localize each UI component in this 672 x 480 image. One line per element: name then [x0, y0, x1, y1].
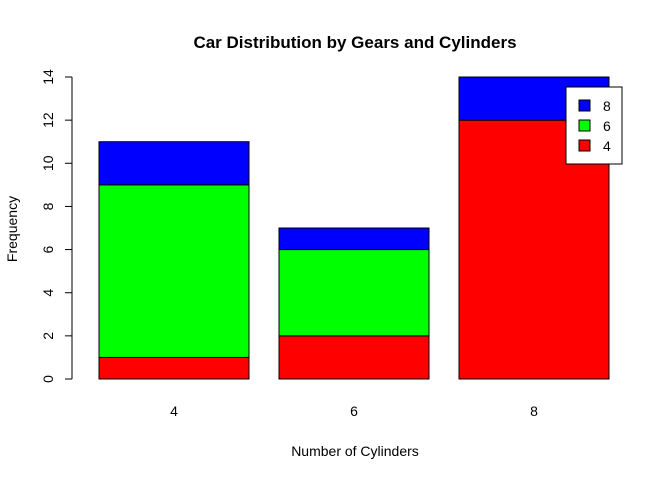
- bar-segment-cyl6-gear4: [278, 335, 430, 380]
- y-tick-label: 8: [40, 202, 56, 210]
- x-tick-label: 8: [530, 403, 538, 419]
- y-axis: 0 2 4 6 8 10 12 14: [40, 69, 73, 383]
- bars-layer: [98, 76, 610, 380]
- x-axis-ticks: 4 6 8: [170, 403, 538, 419]
- bar-segment-cyl6-gear8: [278, 227, 430, 251]
- bar-segment-cyl4-gear6: [98, 184, 250, 358]
- legend-swatch-gear8: [578, 99, 591, 112]
- legend-swatch-gear4: [578, 139, 591, 152]
- y-tick-label: 10: [40, 155, 56, 171]
- x-tick-label: 4: [170, 403, 178, 419]
- bar-segment-cyl4-gear4: [98, 356, 250, 380]
- legend-swatch-gear6: [578, 119, 591, 132]
- legend: 8 6 4: [565, 86, 623, 165]
- bar-segment-cyl6-gear6: [278, 249, 430, 337]
- x-tick-label: 6: [350, 403, 358, 419]
- bar-segment-cyl4-gear8: [98, 141, 250, 186]
- y-axis-label: Frequency: [4, 196, 20, 262]
- legend-box: [565, 86, 623, 165]
- y-tick-label: 14: [40, 69, 56, 85]
- chart-title: Car Distribution by Gears and Cylinders: [193, 33, 516, 52]
- y-tick-label: 6: [40, 245, 56, 253]
- legend-label-gear8: 8: [603, 98, 611, 114]
- y-tick-label: 4: [40, 289, 56, 297]
- y-tick-label: 0: [40, 375, 56, 383]
- legend-label-gear6: 6: [603, 118, 611, 134]
- legend-label-gear4: 4: [603, 138, 611, 154]
- y-tick-label: 12: [40, 112, 56, 128]
- y-tick-label: 2: [40, 332, 56, 340]
- x-axis-label: Number of Cylinders: [291, 443, 419, 459]
